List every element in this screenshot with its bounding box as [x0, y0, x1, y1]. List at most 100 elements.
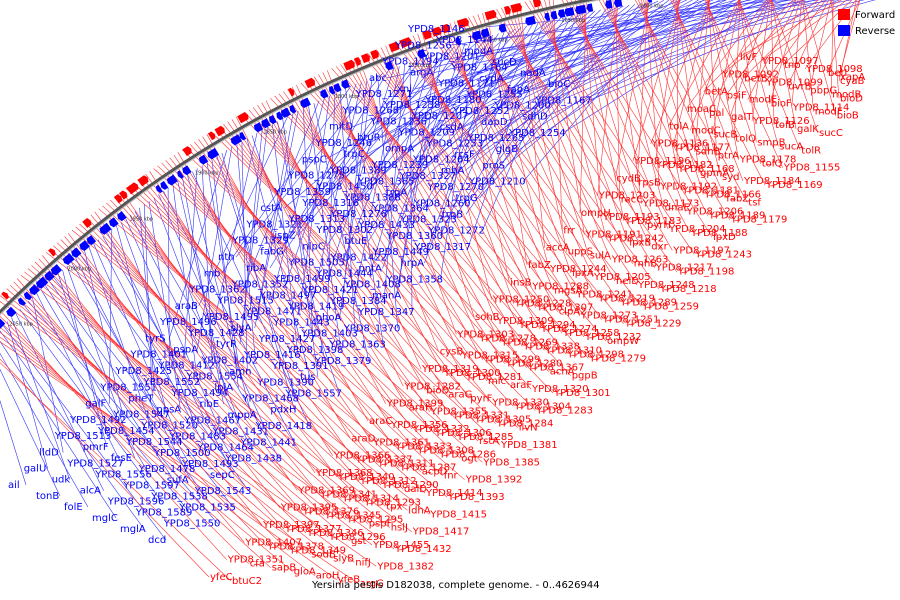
forward-feature-label: YPD8_1279 [588, 353, 646, 364]
reverse-feature-label: sdhD [522, 112, 548, 123]
reverse-feature-label: lldD [39, 447, 59, 458]
forward-feature-label: YPD8_1136 [651, 139, 709, 150]
forward-feature-label: YPD8_1229 [624, 319, 682, 330]
reverse-leader-line [449, 0, 774, 46]
forward-leader-line [769, 0, 801, 104]
reverse-leader-line [0, 340, 117, 519]
reverse-feature-label: YPD8_1347 [357, 307, 415, 318]
forward-leader-line [56, 242, 346, 520]
forward-feature-label: lpxA [572, 268, 594, 279]
forward-leader-line [0, 315, 249, 564]
reverse-leader-line [326, 93, 336, 323]
forward-feature-label: tpx [386, 501, 402, 512]
reverse-leader-line [411, 10, 596, 182]
forward-feature-label: YPD8_1241 [575, 289, 633, 300]
reverse-leader-line [241, 141, 248, 372]
reverse-leader-line [120, 221, 196, 426]
reverse-feature-arrow [586, 3, 594, 13]
reverse-feature-label: nadA [520, 68, 546, 79]
forward-leader-line [515, 3, 567, 252]
forward-feature-label: YPD8_1314 [341, 493, 399, 504]
forward-leader-line [426, 30, 642, 307]
reverse-feature-label: YPD8_1478 [138, 464, 196, 475]
reverse-leader-line [328, 28, 516, 193]
reverse-feature-label: tonB [36, 491, 59, 502]
forward-feature-label: hslJ [391, 523, 408, 534]
reverse-leader-line [0, 368, 61, 497]
reverse-feature-label: YPD8_1389 [329, 165, 387, 176]
backbone-tick-label: 1700 kbp [484, 38, 508, 44]
forward-leader-line [668, 0, 739, 127]
reverse-leader-line [285, 60, 416, 241]
reverse-leader-line [36, 293, 122, 464]
forward-feature-label: araH [409, 403, 433, 414]
forward-feature-label: betA [705, 87, 728, 98]
forward-leader-line [0, 336, 337, 580]
forward-leader-line [791, 0, 802, 108]
forward-leader-line [79, 223, 386, 507]
reverse-feature-label: YPD8_1551 [99, 382, 157, 393]
reverse-leader-line [206, 162, 241, 377]
reverse-feature-label: YPD8_1321 [245, 219, 303, 230]
reverse-leader-line [0, 399, 27, 486]
forward-feature-label: YPD8_1269 [500, 337, 558, 348]
reverse-feature-label: YPD8_1403 [300, 329, 358, 340]
reverse-feature-arrow [329, 85, 336, 95]
reverse-leader-line [32, 297, 64, 453]
forward-leader-line [94, 211, 298, 491]
reverse-feature-label: ppsA [156, 404, 181, 415]
forward-feature-label: dxr [651, 241, 668, 252]
forward-feature-label: pgpB [572, 371, 598, 382]
reverse-leader-line [515, 0, 853, 63]
reverse-feature-label: YPD8_1402 [200, 355, 258, 366]
forward-feature-label: tolQ [762, 159, 783, 170]
forward-leader-line [67, 233, 280, 508]
reverse-feature-arrow [86, 235, 97, 246]
reverse-leader-line [298, 46, 455, 236]
forward-leader-line [771, 0, 797, 130]
forward-feature-label: cyaB [840, 76, 865, 87]
reverse-leader-line [40, 289, 150, 475]
reverse-feature-label: YPD8_1260 [413, 198, 471, 209]
forward-leader-line [283, 91, 488, 382]
forward-leader-line [353, 58, 479, 339]
forward-feature-label: YPD8_1189 [708, 211, 766, 222]
forward-leader-line [189, 144, 457, 438]
reverse-feature-label: YPD8_1467 [183, 415, 241, 426]
forward-feature-label: YPD8_1455 [372, 540, 430, 551]
forward-leader-line [287, 89, 466, 378]
forward-feature-label: smpB [757, 137, 785, 148]
reverse-leader-line [62, 269, 107, 448]
reverse-feature-label: galF [85, 399, 106, 410]
forward-feature-label: uvrB [788, 81, 811, 92]
forward-feature-label: galT [731, 112, 753, 123]
forward-feature-label: YPD8_1126 [752, 116, 810, 127]
forward-feature-label: clpA2 [559, 307, 587, 318]
forward-feature-label: accA [546, 243, 570, 254]
forward-feature-label: slyB [333, 553, 354, 564]
forward-feature-label: galK [797, 124, 819, 135]
reverse-leader-line [221, 86, 352, 274]
forward-leader-line [634, 0, 748, 203]
reverse-feature-label: YPD8_1493 [181, 459, 239, 470]
reverse-feature-label: tyrR [216, 339, 237, 350]
reverse-leader-line [11, 317, 70, 480]
forward-leader-line [181, 149, 501, 446]
forward-feature-arrow [304, 77, 315, 89]
reverse-feature-label: YPD8_1268 [341, 105, 399, 116]
forward-feature-label: YPD8_1415 [429, 509, 487, 520]
forward-leader-line [31, 265, 329, 538]
forward-feature-label: YPD8_1219 [597, 293, 655, 304]
reverse-feature-label: YPD8_1497 [259, 290, 317, 301]
forward-leader-line [544, 0, 607, 239]
reverse-feature-label: YPD8_1359 [273, 187, 331, 198]
forward-feature-label: YPD8_1338 [522, 341, 580, 352]
forward-feature-arrow [484, 9, 497, 21]
forward-leader-line [227, 121, 430, 412]
reverse-feature-arrow [239, 131, 247, 141]
reverse-feature-label: nth [218, 252, 235, 263]
forward-feature-arrow [119, 190, 128, 200]
forward-feature-label: YPD8_1191 [584, 229, 642, 240]
reverse-feature-label: mglC [92, 513, 118, 524]
reverse-leader-line [167, 187, 170, 372]
